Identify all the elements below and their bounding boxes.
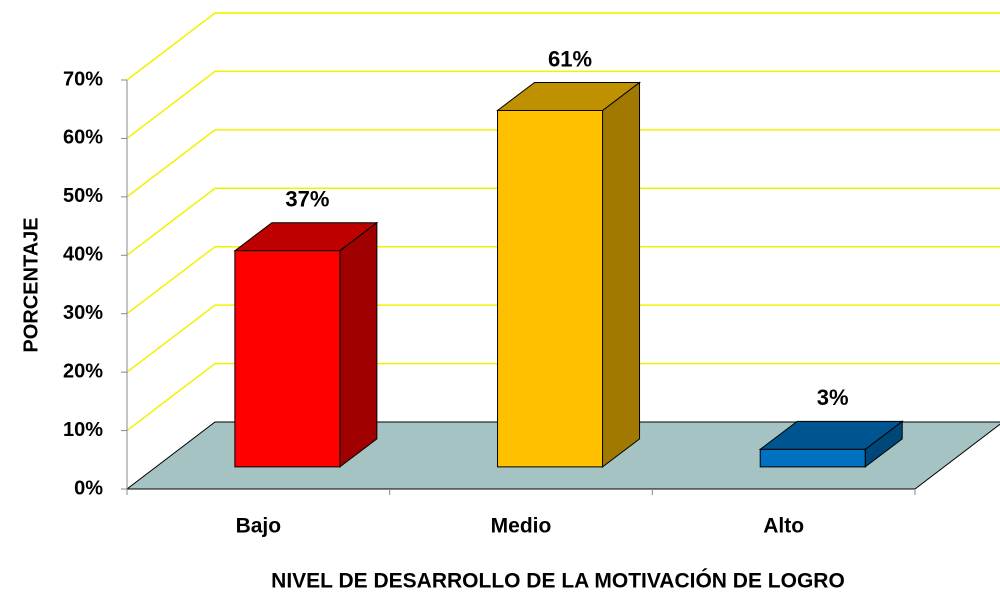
x-axis-title: NIVEL DE DESARROLLO DE LA MOTIVACIÓN DE …	[271, 569, 845, 593]
bar-side	[339, 221, 378, 468]
y-tick-label: 10%	[63, 419, 103, 441]
x-tick-label: Medio	[491, 515, 552, 538]
y-tick-label: 20%	[63, 360, 103, 382]
y-tick-label: 60%	[63, 127, 103, 149]
bar	[759, 448, 866, 468]
data-label: 61%	[548, 46, 592, 71]
y-axis-title: PORCENTAJE	[20, 217, 42, 352]
y-tick-label: 30%	[63, 302, 103, 324]
grid-line	[126, 362, 1000, 432]
y-tick-label: 70%	[63, 68, 103, 90]
bar	[497, 109, 604, 468]
data-label: 3%	[817, 385, 849, 410]
y-tick-label: 0%	[74, 477, 103, 499]
x-tick-label: Alto	[763, 515, 804, 538]
bar	[234, 250, 341, 468]
y-tick-label: 50%	[63, 185, 103, 207]
x-tick-label: Bajo	[236, 515, 282, 538]
grid-line	[126, 304, 1000, 373]
grid-line	[126, 245, 1000, 315]
grid-line	[126, 129, 1000, 198]
grid-line	[126, 187, 1000, 256]
grid-line	[126, 70, 1000, 140]
y-tick-label: 40%	[63, 244, 103, 266]
data-label: 37%	[285, 187, 329, 212]
bar-side	[602, 81, 641, 468]
